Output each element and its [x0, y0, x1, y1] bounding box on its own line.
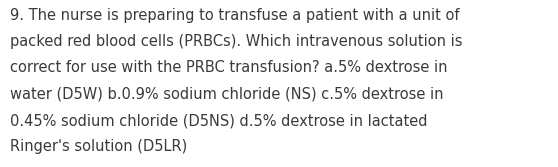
Text: 9. The nurse is preparing to transfuse a patient with a unit of: 9. The nurse is preparing to transfuse a… [10, 8, 460, 23]
Text: 0.45% sodium chloride (D5NS) d.5% dextrose in lactated: 0.45% sodium chloride (D5NS) d.5% dextro… [10, 113, 427, 128]
Text: correct for use with the PRBC transfusion? a.5% dextrose in: correct for use with the PRBC transfusio… [10, 60, 448, 75]
Text: Ringer's solution (D5LR): Ringer's solution (D5LR) [10, 139, 187, 154]
Text: packed red blood cells (PRBCs). Which intravenous solution is: packed red blood cells (PRBCs). Which in… [10, 34, 463, 49]
Text: water (D5W) b.0.9% sodium chloride (NS) c.5% dextrose in: water (D5W) b.0.9% sodium chloride (NS) … [10, 87, 444, 102]
